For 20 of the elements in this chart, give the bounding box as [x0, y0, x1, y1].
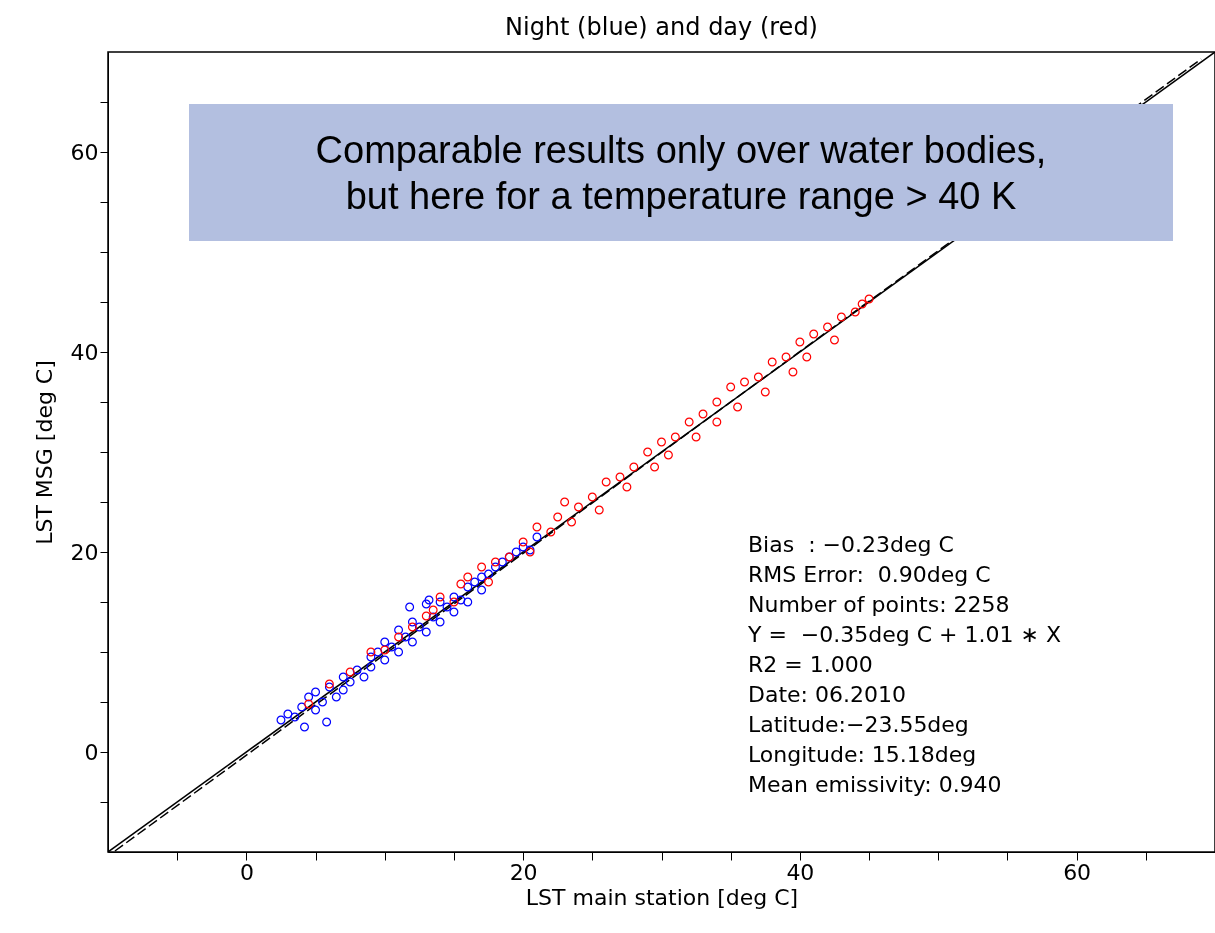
annotation: Date: 06.2010	[748, 681, 907, 709]
annotation: Y = −0.35deg C + 1.01 ∗ X	[748, 621, 1061, 649]
annotation: RMS Error: 0.90deg C	[748, 561, 992, 589]
annotation: Number of points: 2258	[748, 591, 1011, 619]
annotation: Longitude: 15.18deg	[748, 741, 978, 769]
y-axis-title: LST MSG [deg C]	[31, 360, 57, 545]
x-axis-title: LST main station [deg C]	[525, 884, 799, 910]
x-tick-label: 20	[509, 859, 538, 885]
chart-title: Night (blue) and day (red)	[505, 13, 818, 41]
annotation: R2 = 1.000	[748, 651, 874, 679]
y-tick-label: 40	[70, 339, 99, 365]
y-tick-label: 20	[70, 539, 99, 565]
annotation: Latitude:−23.55deg	[748, 711, 970, 739]
y-tick-label: 0	[84, 739, 99, 765]
y-tick-label: 60	[70, 139, 99, 165]
annotation: Mean emissivity: 0.940	[748, 771, 1003, 799]
x-tick-label: 0	[239, 859, 254, 885]
x-tick-label: 60	[1063, 859, 1092, 885]
x-tick-label: 40	[786, 859, 815, 885]
annotation: Bias : −0.23deg C	[748, 531, 955, 559]
